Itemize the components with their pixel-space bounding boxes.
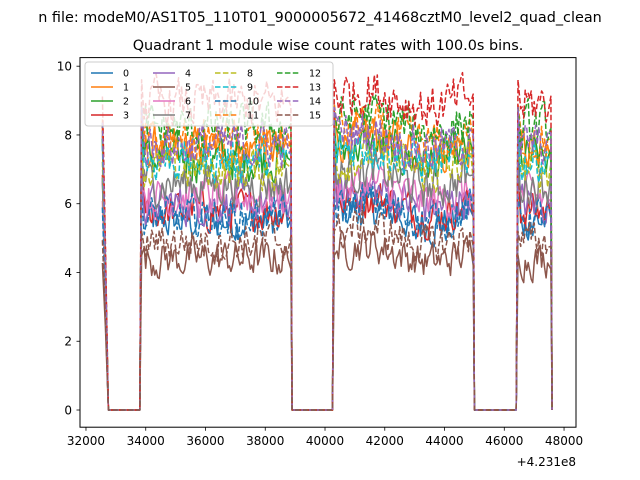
series-line-5 (101, 229, 553, 411)
x-tick-label: 46000 (485, 434, 523, 448)
y-tick-label: 6 (64, 197, 72, 211)
axes-frame (79, 57, 577, 428)
y-axis: 0 2 4 6 8 10 (57, 59, 80, 417)
x-offset-label: +4.231e8 (517, 455, 576, 469)
legend-label-12: 12 (309, 69, 321, 80)
x-tick-label: 36000 (186, 434, 224, 448)
x-tick-label: 32000 (67, 434, 105, 448)
x-tick-label: 38000 (246, 434, 284, 448)
y-tick-label: 10 (57, 59, 72, 73)
legend-label-8: 8 (247, 69, 253, 80)
series-line-7 (101, 148, 553, 411)
series-line-3 (101, 161, 553, 411)
legend-label-6: 6 (185, 97, 191, 108)
y-tick-label: 4 (64, 266, 72, 280)
legend-label-0: 0 (123, 69, 129, 80)
legend-label-5: 5 (185, 83, 191, 94)
y-tick-label: 2 (64, 335, 72, 349)
x-tick-label: 44000 (425, 434, 463, 448)
x-tick-label: 34000 (127, 434, 165, 448)
x-axis: 32000 34000 36000 38000 40000 42000 44000 46000… (67, 427, 583, 448)
legend-label-9: 9 (247, 83, 253, 94)
legend-label-15: 15 (309, 111, 321, 122)
legend-label-10: 10 (247, 97, 259, 108)
x-tick-label: 42000 (366, 434, 404, 448)
series-line-15 (101, 208, 553, 411)
legend-label-14: 14 (309, 97, 321, 108)
y-tick-label: 8 (64, 128, 72, 142)
legend-label-13: 13 (309, 83, 321, 94)
legend-label-4: 4 (185, 69, 191, 80)
legend-label-2: 2 (123, 97, 129, 108)
series-line-4 (101, 168, 553, 411)
series-line-9 (101, 130, 553, 411)
x-tick-label: 48000 (545, 434, 583, 448)
legend-box (84, 61, 334, 127)
legend-label-7: 7 (185, 111, 191, 122)
chart-suptitle: n file: modeM0/AS1T05_110T01_9000005672_… (38, 10, 602, 26)
x-tick-label: 40000 (306, 434, 344, 448)
legend-label-11: 11 (247, 111, 259, 122)
series-line-10 (101, 183, 553, 411)
y-tick-label: 0 (64, 403, 72, 417)
legend-label-3: 3 (123, 111, 129, 122)
legend-label-1: 1 (123, 83, 129, 94)
chart-title: Quadrant 1 module wise count rates with … (133, 38, 524, 54)
series-line-8 (101, 130, 553, 411)
series-line-14 (101, 106, 553, 411)
